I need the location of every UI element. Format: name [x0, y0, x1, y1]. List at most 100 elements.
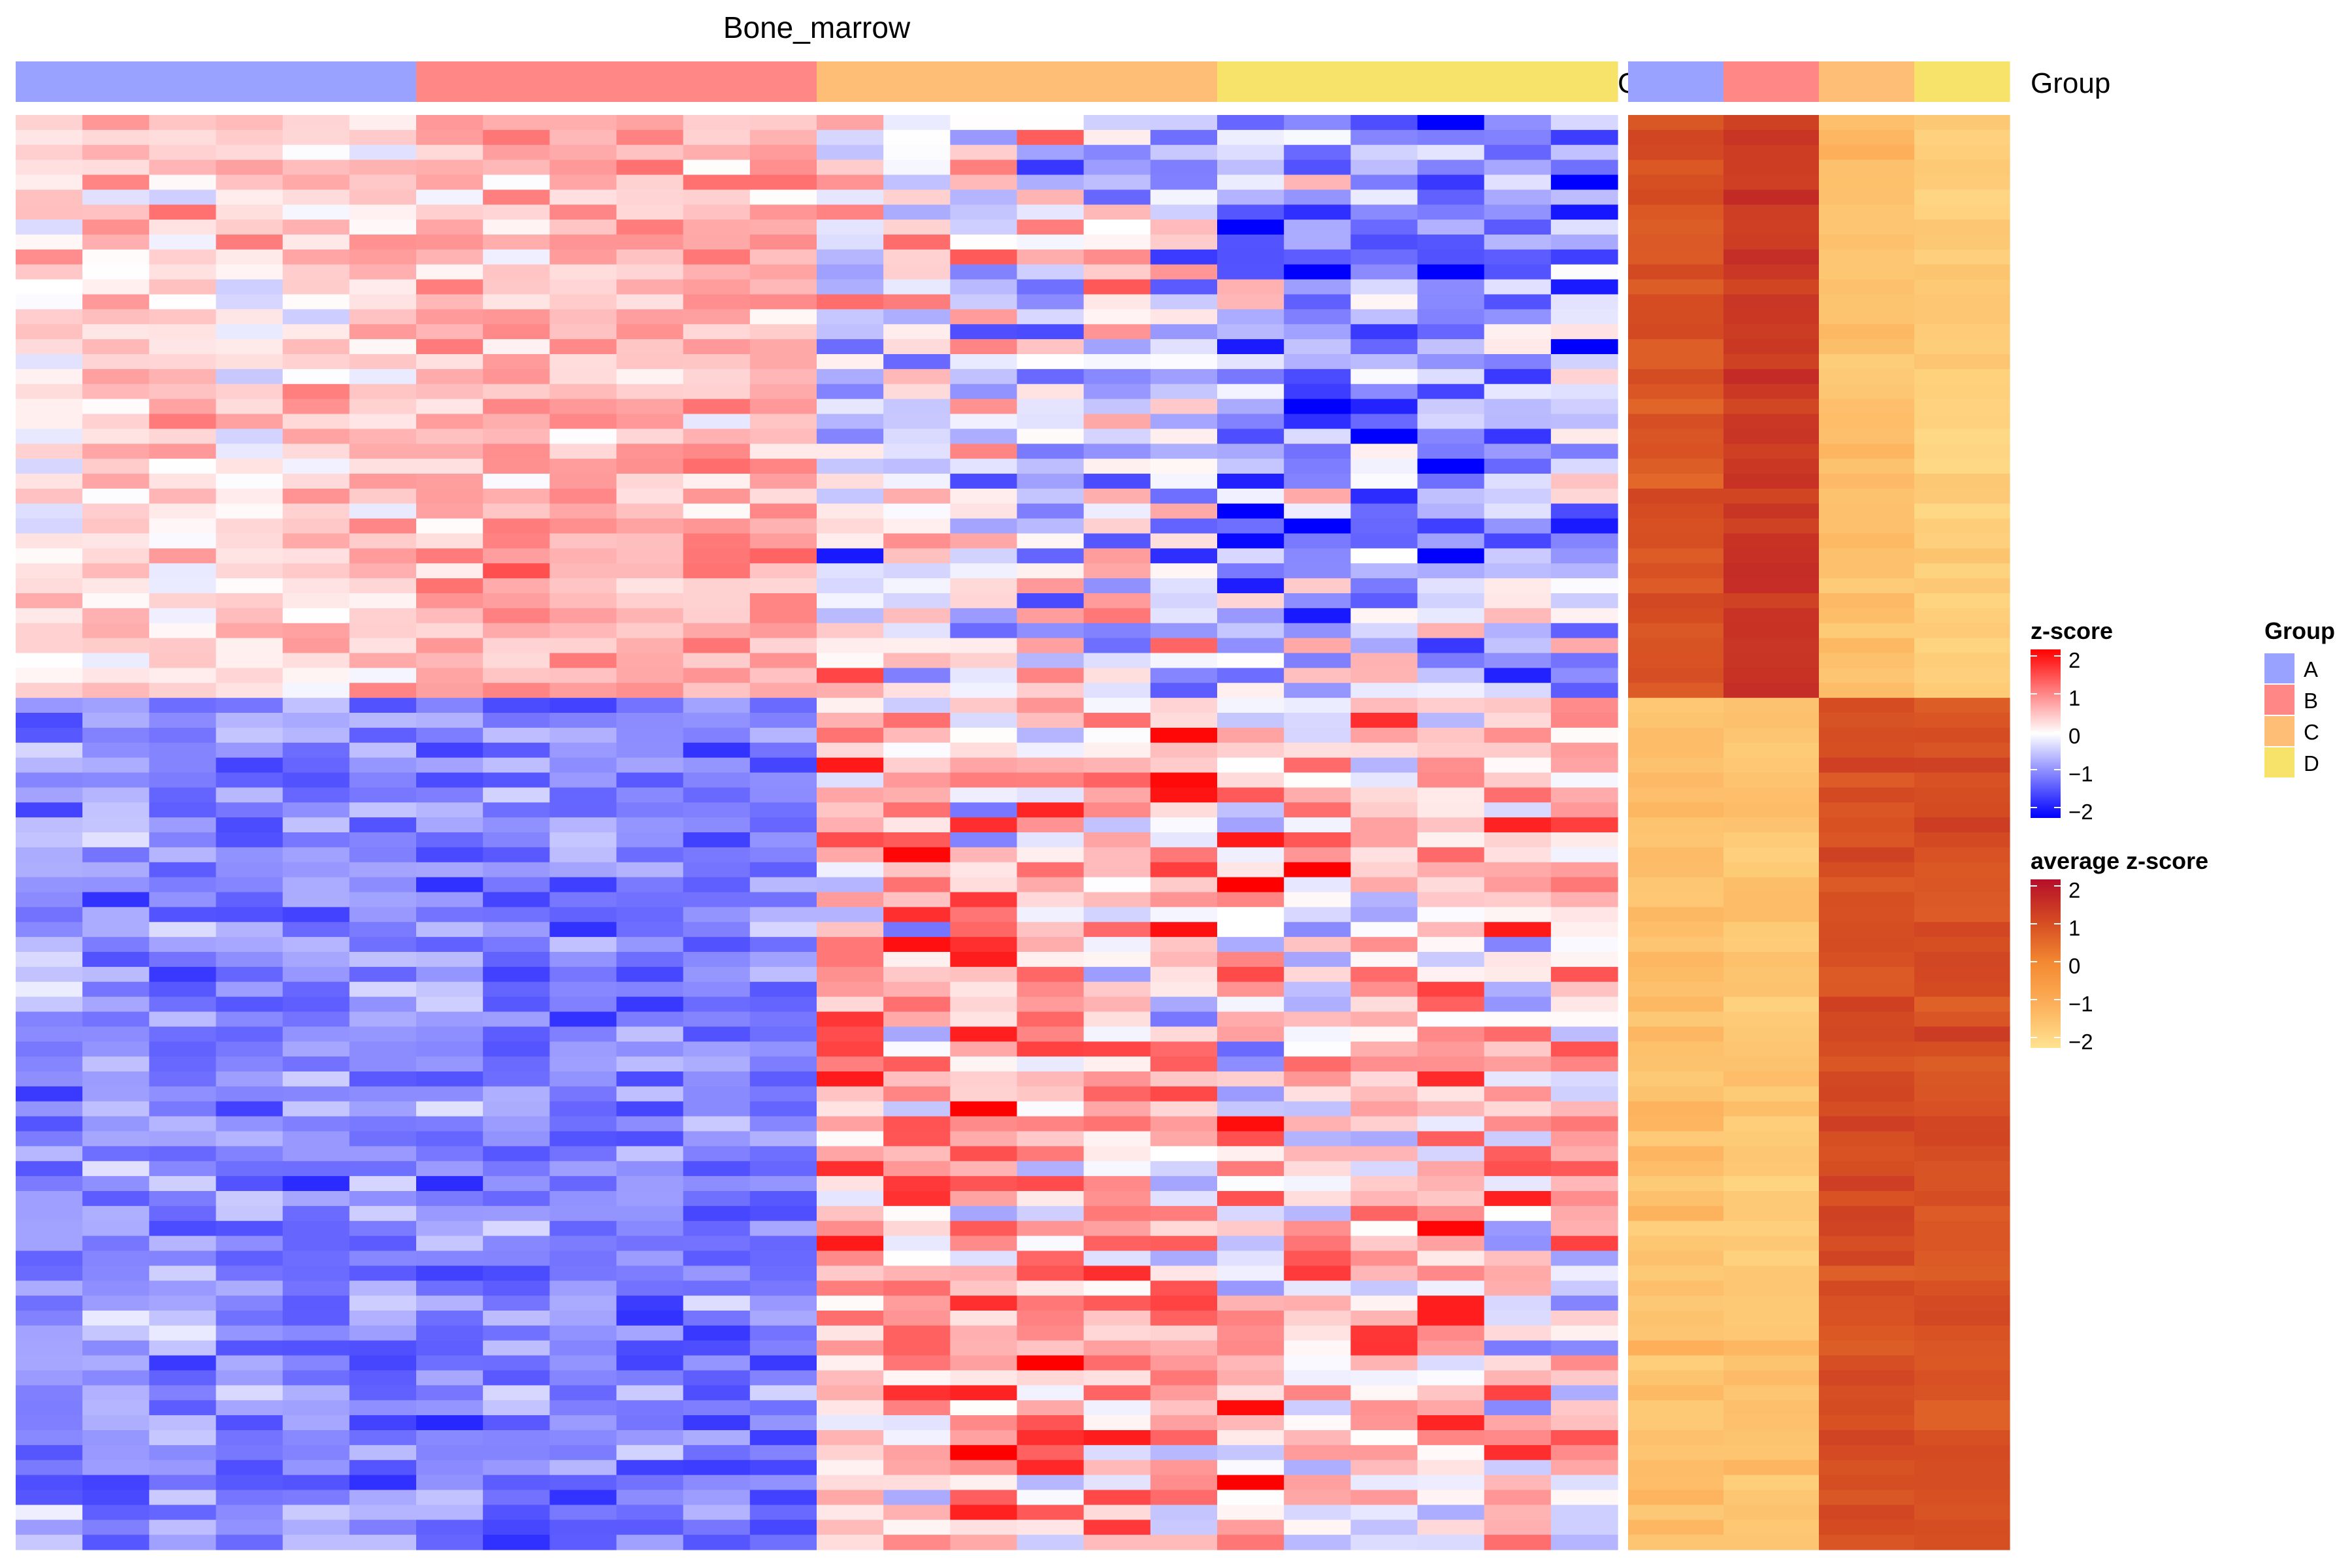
- heatmap-cell: [883, 1026, 951, 1042]
- heatmap-cell: [1284, 787, 1351, 803]
- heatmap-cell: [950, 757, 1018, 774]
- heatmap-cell: [1350, 414, 1418, 429]
- heatmap-cell: [349, 608, 417, 624]
- heatmap-cell: [683, 1311, 751, 1326]
- average-zscore-cell: [1723, 459, 1820, 474]
- heatmap-cell: [950, 1191, 1018, 1207]
- heatmap-cell: [1150, 1355, 1218, 1371]
- heatmap-cell: [216, 294, 284, 310]
- heatmap-cell: [1284, 638, 1351, 654]
- heatmap-cell: [1284, 294, 1351, 310]
- annotation-cell-d: [1417, 61, 1485, 102]
- average-zscore-cell: [1628, 907, 1724, 923]
- heatmap-cell: [1083, 698, 1151, 713]
- average-zscore-cell: [1628, 220, 1724, 235]
- heatmap-cell: [549, 159, 617, 176]
- heatmap-cell: [1284, 533, 1351, 549]
- heatmap-cell: [416, 189, 483, 205]
- heatmap-cell: [82, 384, 150, 400]
- heatmap-cell: [683, 1460, 751, 1476]
- heatmap-cell: [1550, 474, 1618, 489]
- heatmap-cell: [282, 1011, 350, 1027]
- heatmap-cell: [1150, 832, 1218, 848]
- heatmap-cell: [149, 174, 217, 190]
- heatmap-cell: [683, 159, 751, 176]
- heatmap-cell: [82, 1026, 150, 1042]
- heatmap-cell: [1284, 847, 1351, 863]
- annotation-cell-a: [216, 61, 284, 102]
- heatmap-cell: [1284, 1250, 1351, 1266]
- heatmap-cell: [817, 1355, 884, 1371]
- heatmap-cell: [1550, 1505, 1618, 1520]
- heatmap-cell: [1017, 459, 1085, 474]
- heatmap-cell: [282, 503, 350, 519]
- heatmap-cell: [749, 832, 817, 848]
- heatmap-cell: [349, 204, 417, 220]
- heatmap-cell: [1350, 1340, 1418, 1356]
- group-legend-swatch-a: [2264, 653, 2295, 683]
- average-zscore-cell: [1914, 981, 2010, 998]
- heatmap-cell: [883, 698, 951, 713]
- heatmap-cell: [1350, 1191, 1418, 1207]
- heatmap-cell: [1284, 1161, 1351, 1177]
- heatmap-cell: [549, 1026, 617, 1042]
- heatmap-cell: [216, 862, 284, 878]
- heatmap-cell: [1350, 144, 1418, 161]
- heatmap-cell: [1083, 802, 1151, 818]
- heatmap-cell: [749, 817, 817, 833]
- average-zscore-cell: [1914, 459, 2010, 474]
- heatmap-cell: [817, 1116, 884, 1132]
- heatmap-cell: [1484, 608, 1552, 624]
- heatmap-cell: [1550, 503, 1618, 519]
- heatmap-cell: [1484, 757, 1552, 774]
- group-legend-label: C: [2304, 720, 2319, 744]
- heatmap-cell: [1150, 1505, 1218, 1520]
- heatmap-cell: [349, 129, 417, 146]
- average-zscore-cell: [1628, 1355, 1724, 1371]
- heatmap-cell: [1284, 623, 1351, 639]
- heatmap-cell: [16, 249, 83, 265]
- heatmap-cell: [349, 1205, 417, 1222]
- heatmap-cell: [282, 1071, 350, 1087]
- heatmap-cell: [16, 996, 83, 1013]
- heatmap-cell: [1417, 653, 1485, 668]
- heatmap-cell: [216, 937, 284, 953]
- heatmap-cell: [416, 668, 483, 683]
- average-zscore-cell: [1723, 892, 1820, 907]
- heatmap-cell: [149, 548, 217, 564]
- heatmap-cell: [883, 966, 951, 983]
- heatmap-cell: [1417, 1086, 1485, 1102]
- heatmap-cell: [16, 742, 83, 759]
- heatmap-cell: [817, 1296, 884, 1311]
- heatmap-cell: [16, 1026, 83, 1042]
- heatmap-cell: [1017, 384, 1085, 400]
- heatmap-cell: [683, 1415, 751, 1431]
- heatmap-cell: [1083, 279, 1151, 295]
- heatmap-cell: [349, 1415, 417, 1431]
- heatmap-cell: [1284, 1400, 1351, 1416]
- heatmap-cell: [749, 518, 817, 534]
- heatmap-cell: [817, 1026, 884, 1042]
- heatmap-cell: [483, 1056, 550, 1072]
- heatmap-cell: [1284, 1430, 1351, 1446]
- heatmap-cell: [749, 533, 817, 549]
- average-zscore-cell: [1819, 1086, 1915, 1102]
- average-zscore-cell: [1723, 1430, 1820, 1446]
- heatmap-cell: [416, 966, 483, 983]
- heatmap-cell: [349, 459, 417, 474]
- heatmap-cell: [749, 174, 817, 190]
- heatmap-cell: [149, 518, 217, 534]
- average-zscore-cell: [1819, 653, 1915, 668]
- heatmap-cell: [1350, 1400, 1418, 1416]
- heatmap-cell: [749, 459, 817, 474]
- heatmap-cell: [349, 1445, 417, 1461]
- average-zscore-cell: [1723, 937, 1820, 953]
- heatmap-cell: [82, 235, 150, 250]
- heatmap-cell: [950, 1535, 1018, 1550]
- heatmap-cell: [1083, 235, 1151, 250]
- heatmap-cell: [683, 1011, 751, 1027]
- heatmap-cell: [1217, 563, 1284, 579]
- heatmap-cell: [149, 115, 217, 131]
- heatmap-cell: [16, 847, 83, 863]
- heatmap-cell: [1550, 1176, 1618, 1192]
